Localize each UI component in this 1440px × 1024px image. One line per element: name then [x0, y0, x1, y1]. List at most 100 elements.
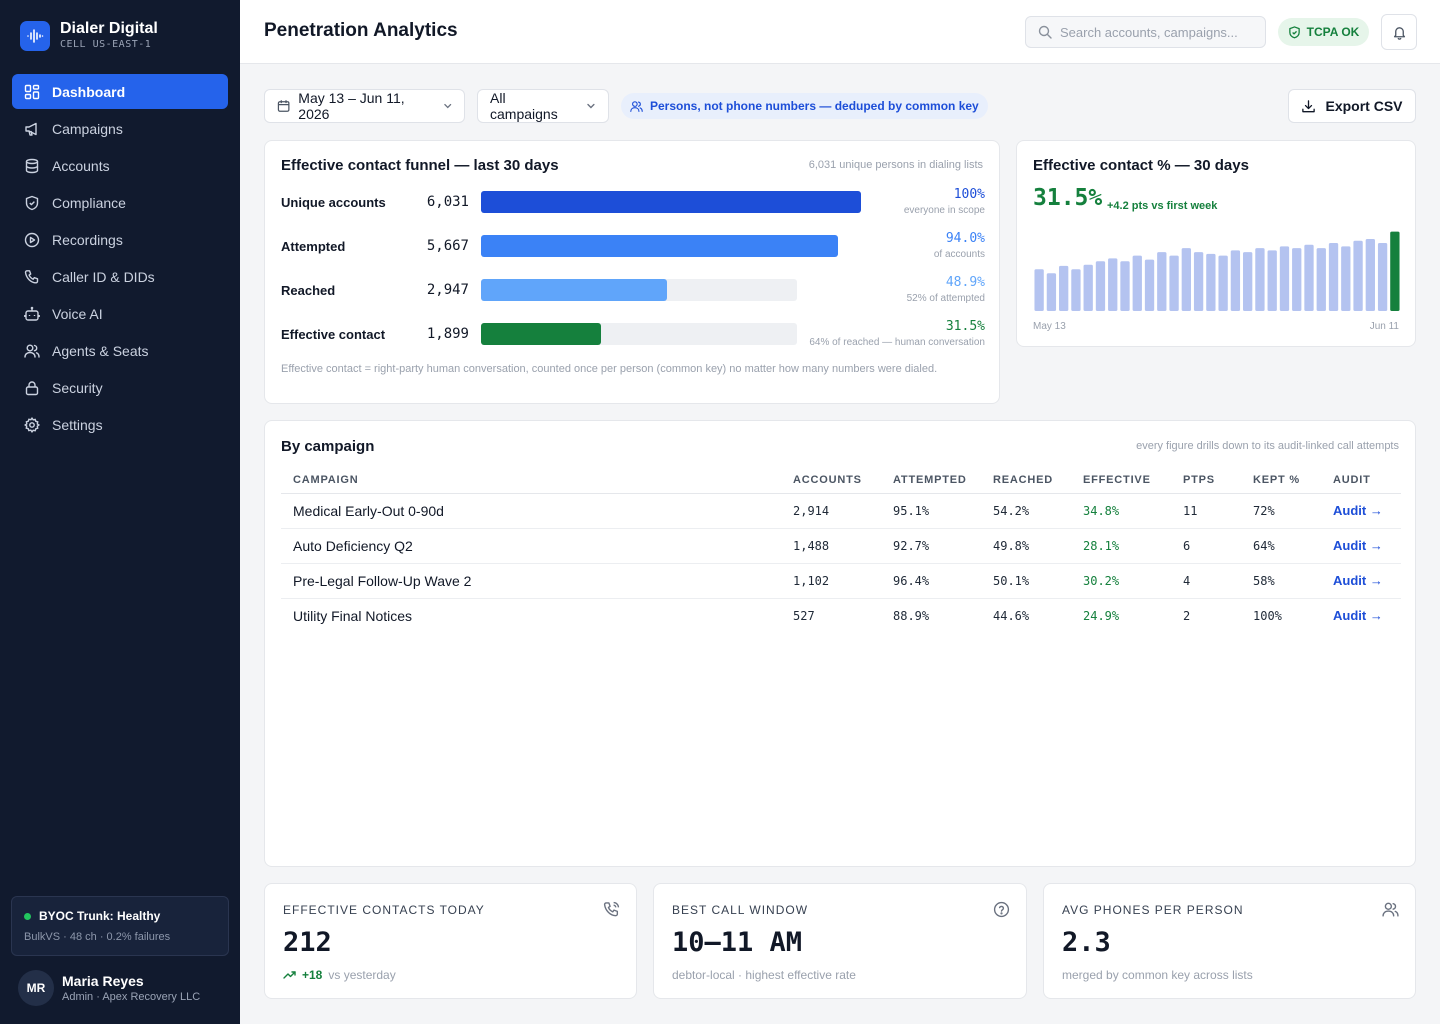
- chart-bar[interactable]: [1157, 252, 1167, 311]
- audit-link[interactable]: Audit →: [1333, 503, 1383, 518]
- attempted-cell: 92.7%: [881, 528, 981, 564]
- funnel-row-percent: 31.5%: [945, 319, 985, 334]
- chart-bar[interactable]: [1120, 261, 1130, 311]
- sidebar-item-label: Accounts: [52, 157, 110, 174]
- campaign-select[interactable]: All campaigns: [477, 89, 609, 123]
- date-range-select[interactable]: May 13 – Jun 11, 2026: [264, 89, 465, 123]
- audit-link[interactable]: Audit →: [1333, 538, 1383, 553]
- chart-bar[interactable]: [1059, 265, 1069, 311]
- column-header-accounts[interactable]: ACCOUNTS: [781, 467, 881, 494]
- help-circle-icon: [993, 901, 1010, 918]
- chart-bar[interactable]: [1279, 246, 1290, 311]
- chart-bar[interactable]: [1316, 248, 1326, 311]
- sidebar-item-label: Campaigns: [52, 120, 123, 137]
- lock-icon: [25, 380, 39, 395]
- chart-bar-today[interactable]: [1390, 231, 1400, 311]
- export-csv-label: Export CSV: [1325, 98, 1403, 114]
- stat-card-avg-phones-per-person[interactable]: AVG PHONES PER PERSON 2.3 merged by comm…: [1043, 883, 1416, 999]
- table-row[interactable]: Auto Deficiency Q2 1,488 92.7% 49.8% 28.…: [281, 528, 1401, 564]
- attempted-cell: 95.1%: [881, 493, 981, 529]
- sidebar-item-accounts[interactable]: Accounts: [12, 148, 228, 183]
- phone-icon: [24, 269, 39, 283]
- chart-bar[interactable]: [1230, 250, 1241, 311]
- search-input[interactable]: [1060, 24, 1250, 40]
- audit-link[interactable]: Audit →: [1333, 608, 1383, 624]
- funnel-row-count: 1,899: [426, 326, 469, 342]
- chart-bar[interactable]: [1267, 250, 1277, 311]
- column-header-effective[interactable]: EFFECTIVE: [1071, 467, 1171, 494]
- chart-bar[interactable]: [1095, 261, 1106, 311]
- table-row[interactable]: Utility Final Notices 527 88.9% 44.6% 24…: [281, 598, 1401, 633]
- chart-bar[interactable]: [1132, 255, 1142, 311]
- column-header-attempted[interactable]: ATTEMPTED: [881, 467, 981, 494]
- chevron-down-icon: [587, 103, 595, 109]
- chart-bar[interactable]: [1341, 246, 1351, 311]
- column-header-reached[interactable]: REACHED: [981, 467, 1071, 494]
- sidebar-item-label: Voice AI: [52, 305, 103, 322]
- stat-label: EFFECTIVE CONTACTS TODAY: [283, 903, 485, 917]
- chart-bar[interactable]: [1377, 243, 1388, 311]
- stat-card-best-call-window[interactable]: BEST CALL WINDOW 10–11 AM debtor-local ·…: [653, 883, 1027, 999]
- brand[interactable]: Dialer Digital CELL US-EAST-1: [20, 20, 158, 51]
- chart-bar[interactable]: [1353, 240, 1363, 311]
- column-header-campaign[interactable]: CAMPAIGN: [281, 467, 781, 494]
- chart-bar[interactable]: [1144, 259, 1155, 311]
- column-header-kept[interactable]: KEPT %: [1241, 467, 1321, 494]
- user-profile[interactable]: MR Maria Reyes Admin · Apex Recovery LLC: [18, 970, 200, 1006]
- chart-bar[interactable]: [1292, 248, 1302, 311]
- top-bar: Penetration Analytics TCPA OK: [240, 0, 1440, 64]
- chart-bar[interactable]: [1365, 239, 1375, 311]
- sidebar-item-label: Settings: [52, 416, 103, 433]
- tcpa-status-badge[interactable]: TCPA OK: [1278, 18, 1369, 46]
- notifications-button[interactable]: [1381, 14, 1417, 50]
- table-row[interactable]: Pre-Legal Follow-Up Wave 2 1,102 96.4% 5…: [281, 563, 1401, 599]
- chart-bar[interactable]: [1193, 252, 1204, 311]
- chart-bar[interactable]: [1034, 269, 1044, 311]
- sidebar-item-settings[interactable]: Settings: [12, 407, 228, 442]
- audit-link[interactable]: Audit →: [1333, 573, 1383, 588]
- ptps-cell: 6: [1171, 528, 1241, 564]
- stat-card-effective-contacts-today[interactable]: EFFECTIVE CONTACTS TODAY 212 +18 vs yest…: [264, 883, 637, 999]
- chart-bar[interactable]: [1169, 255, 1179, 311]
- kept-cell: 72%: [1241, 493, 1321, 529]
- export-csv-button[interactable]: Export CSV: [1288, 89, 1416, 123]
- kept-cell: 64%: [1241, 528, 1321, 564]
- search-box[interactable]: [1025, 16, 1266, 48]
- funnel-row-effective-contact[interactable]: Effective contact 1,899 31.5% 64% of rea…: [281, 319, 985, 363]
- funnel-row-count: 6,031: [426, 194, 469, 210]
- chart-bar[interactable]: [1218, 255, 1228, 311]
- funnel-row-label: Unique accounts: [281, 195, 386, 210]
- chart-bar[interactable]: [1046, 273, 1057, 311]
- trunk-status-card[interactable]: BYOC Trunk: Healthy BulkVS · 48 ch · 0.2…: [11, 896, 229, 956]
- effective-contact-value: 31.5%: [1033, 185, 1103, 211]
- column-header-ptps[interactable]: PTPS: [1171, 467, 1241, 494]
- sidebar-item-dashboard[interactable]: Dashboard: [12, 74, 228, 109]
- sidebar-item-compliance[interactable]: Compliance: [12, 185, 228, 220]
- sidebar-item-voice-ai[interactable]: Voice AI: [12, 296, 228, 331]
- funnel-row-reached[interactable]: Reached 2,947 48.9% 52% of attempted: [281, 275, 985, 319]
- chart-bar[interactable]: [1304, 244, 1314, 311]
- funnel-row-percent: 100%: [953, 187, 985, 202]
- chart-bar[interactable]: [1083, 264, 1093, 311]
- dedupe-info-text: Persons, not phone numbers — deduped by …: [650, 99, 979, 113]
- chart-bar[interactable]: [1255, 248, 1265, 311]
- table-row[interactable]: Medical Early-Out 0-90d 2,914 95.1% 54.2…: [281, 493, 1401, 529]
- chart-bar[interactable]: [1181, 248, 1191, 311]
- sidebar-item-security[interactable]: Security: [12, 370, 228, 405]
- funnel-row-attempted[interactable]: Attempted 5,667 94.0% of accounts: [281, 231, 985, 275]
- chart-bar[interactable]: [1108, 258, 1118, 311]
- accounts-cell: 1,488: [781, 528, 881, 564]
- effective-contact-daily-chart[interactable]: [1033, 231, 1401, 311]
- sidebar-item-caller-id[interactable]: Caller ID & DIDs: [12, 259, 228, 294]
- chart-bar[interactable]: [1243, 252, 1253, 311]
- chart-bar[interactable]: [1071, 269, 1081, 311]
- sidebar-item-agents[interactable]: Agents & Seats: [12, 333, 228, 368]
- sidebar-item-label: Compliance: [52, 194, 126, 211]
- chart-bar[interactable]: [1206, 253, 1216, 311]
- chevron-down-icon: [443, 103, 451, 109]
- users-icon: [24, 344, 40, 358]
- sidebar-item-campaigns[interactable]: Campaigns: [12, 111, 228, 146]
- sidebar-item-recordings[interactable]: Recordings: [12, 222, 228, 257]
- funnel-row-unique-accounts[interactable]: Unique accounts 6,031 100% everyone in s…: [281, 187, 985, 231]
- chart-bar[interactable]: [1328, 243, 1339, 311]
